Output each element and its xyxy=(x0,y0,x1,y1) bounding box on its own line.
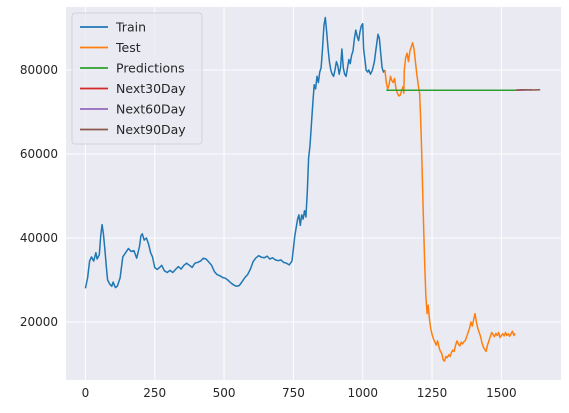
x-tick-label: 500 xyxy=(213,386,236,400)
x-tick-label: 250 xyxy=(143,386,166,400)
x-tick-label: 1500 xyxy=(486,386,517,400)
legend-label: Next30Day xyxy=(116,81,186,96)
y-tick-label: 80000 xyxy=(20,63,58,77)
legend-label: Next60Day xyxy=(116,102,186,117)
legend: Train Test Predictions Next30Day Next60Day Ne… xyxy=(72,13,202,144)
legend-label: Next90Day xyxy=(116,122,186,137)
x-tick-label: 1250 xyxy=(417,386,448,400)
x-tick-label: 1000 xyxy=(347,386,378,400)
x-axis-ticks: 0 250 500 750 1000 1250 1500 xyxy=(82,386,517,400)
y-tick-label: 20000 xyxy=(20,315,58,329)
legend-label: Test xyxy=(115,40,141,55)
series-line-next90day xyxy=(515,90,540,91)
legend-label: Train xyxy=(115,20,146,35)
y-axis-ticks: 20000 40000 60000 80000 xyxy=(20,63,58,329)
x-tick-label: 750 xyxy=(282,386,305,400)
legend-label: Predictions xyxy=(116,61,185,76)
y-tick-label: 60000 xyxy=(20,147,58,161)
x-tick-label: 0 xyxy=(82,386,90,400)
y-tick-label: 40000 xyxy=(20,231,58,245)
